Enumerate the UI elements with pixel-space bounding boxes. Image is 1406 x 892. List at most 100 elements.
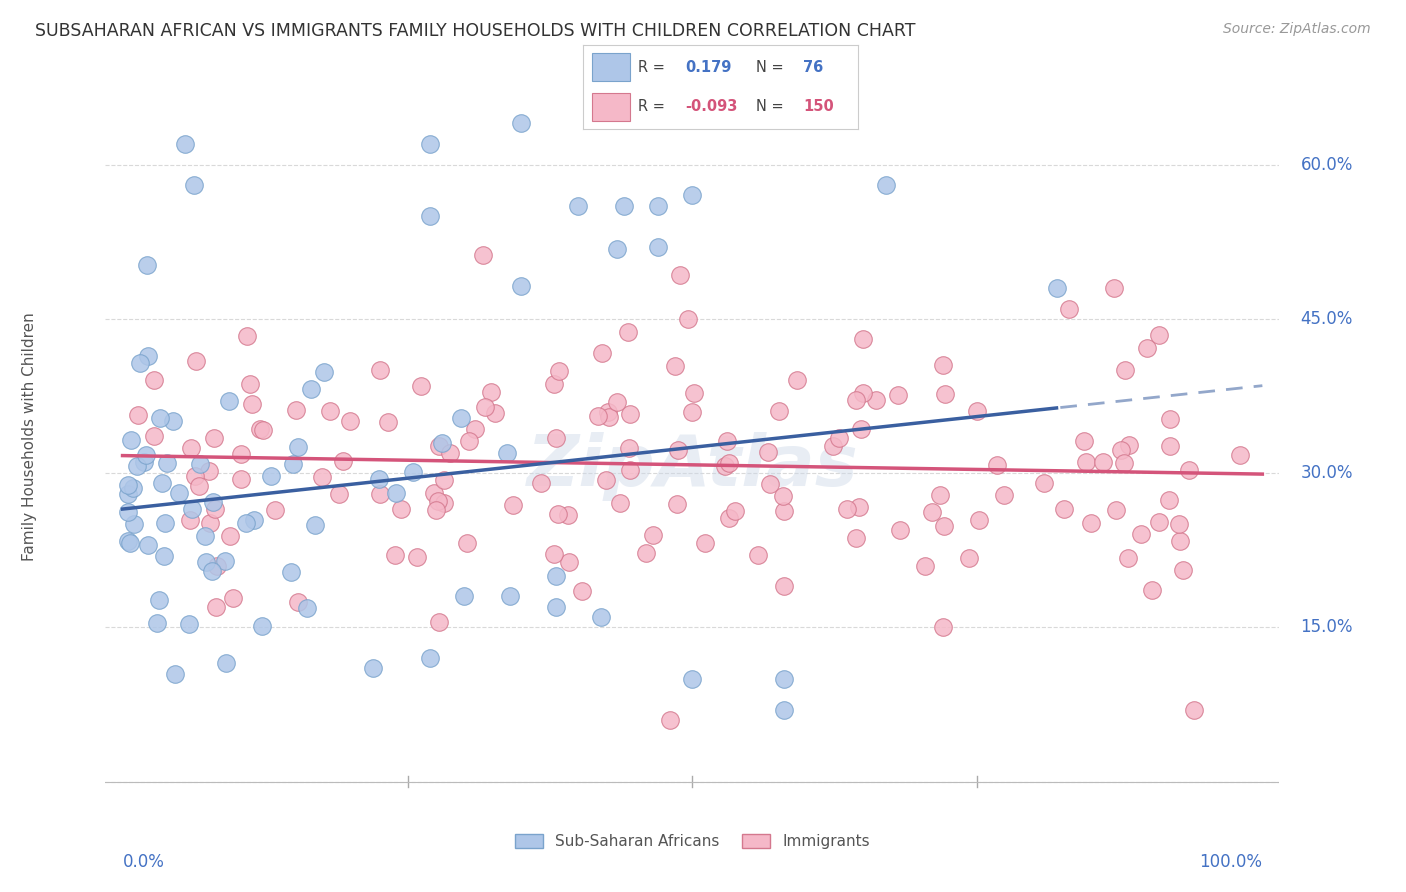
Point xyxy=(385,485,408,500)
Point xyxy=(717,511,740,525)
Point xyxy=(484,406,506,420)
Point xyxy=(558,555,581,569)
Point xyxy=(122,481,145,495)
Point xyxy=(1168,533,1191,548)
Point xyxy=(194,528,217,542)
Point xyxy=(499,590,522,604)
Text: 30.0%: 30.0% xyxy=(1301,464,1353,482)
Point xyxy=(595,473,617,487)
Point xyxy=(120,433,142,447)
Point xyxy=(183,468,205,483)
Point xyxy=(202,431,225,445)
Point xyxy=(427,439,450,453)
Point xyxy=(544,432,567,446)
Point xyxy=(214,554,236,568)
Point xyxy=(426,494,449,508)
Point xyxy=(370,486,392,500)
Point xyxy=(845,393,868,408)
Point xyxy=(127,458,149,473)
Point xyxy=(240,397,263,411)
Point xyxy=(162,414,184,428)
Point xyxy=(852,332,875,346)
Point xyxy=(1080,516,1102,530)
Point xyxy=(647,240,669,254)
Point xyxy=(695,536,717,550)
Point xyxy=(299,382,322,396)
Point xyxy=(768,403,790,417)
Point xyxy=(368,363,391,377)
Point xyxy=(127,408,149,422)
Text: Source: ZipAtlas.com: Source: ZipAtlas.com xyxy=(1223,22,1371,37)
Point xyxy=(1178,463,1201,477)
Point xyxy=(328,486,350,500)
Point xyxy=(419,209,441,223)
Point xyxy=(966,404,988,418)
Text: 60.0%: 60.0% xyxy=(1301,155,1353,174)
Point xyxy=(544,569,567,583)
Point xyxy=(120,536,142,550)
Point xyxy=(136,538,159,552)
Point xyxy=(249,422,271,436)
Point xyxy=(153,516,176,530)
Point xyxy=(419,136,441,151)
Point xyxy=(716,434,738,448)
Point xyxy=(311,470,333,484)
Point xyxy=(666,443,689,458)
Point xyxy=(1229,448,1251,462)
Point xyxy=(201,495,224,509)
Point xyxy=(163,667,186,681)
Text: 15.0%: 15.0% xyxy=(1301,618,1353,636)
Point xyxy=(509,278,531,293)
Point xyxy=(153,549,176,563)
Point xyxy=(368,472,391,486)
Point xyxy=(914,559,936,574)
Point xyxy=(1149,515,1171,529)
Point xyxy=(758,476,780,491)
Point xyxy=(887,388,910,402)
Point xyxy=(167,486,190,500)
Point xyxy=(598,410,620,425)
Point xyxy=(332,453,354,467)
Point xyxy=(181,502,204,516)
Point xyxy=(464,422,486,436)
Point xyxy=(1140,583,1163,598)
Point xyxy=(207,558,229,573)
Point xyxy=(932,519,955,533)
Point xyxy=(928,488,950,502)
Point xyxy=(849,422,872,436)
Text: R =: R = xyxy=(638,99,665,114)
Text: N =: N = xyxy=(756,99,783,114)
Point xyxy=(756,444,779,458)
Point xyxy=(921,506,943,520)
Point xyxy=(1073,434,1095,449)
Text: 100.0%: 100.0% xyxy=(1199,853,1263,871)
Point xyxy=(931,358,953,372)
Point xyxy=(617,441,640,455)
Point xyxy=(932,620,955,634)
Point xyxy=(179,513,201,527)
Point xyxy=(571,584,593,599)
Point xyxy=(772,489,794,503)
Point xyxy=(835,502,858,516)
Point xyxy=(218,393,240,408)
Point xyxy=(714,458,737,473)
Text: Family Households with Children: Family Households with Children xyxy=(21,313,37,561)
Point xyxy=(229,447,252,461)
Text: 0.0%: 0.0% xyxy=(122,853,165,871)
Point xyxy=(319,404,342,418)
Point xyxy=(1136,341,1159,355)
Point xyxy=(117,486,139,500)
Point xyxy=(215,657,238,671)
Point xyxy=(402,465,425,479)
Point xyxy=(252,619,274,633)
Point xyxy=(828,431,851,445)
Point xyxy=(636,546,658,560)
Point xyxy=(658,713,681,727)
Point xyxy=(425,503,447,517)
Point xyxy=(557,508,579,522)
Point xyxy=(845,531,868,545)
Point xyxy=(409,379,432,393)
Point xyxy=(128,356,150,370)
Point xyxy=(543,547,565,561)
Point xyxy=(717,456,740,470)
